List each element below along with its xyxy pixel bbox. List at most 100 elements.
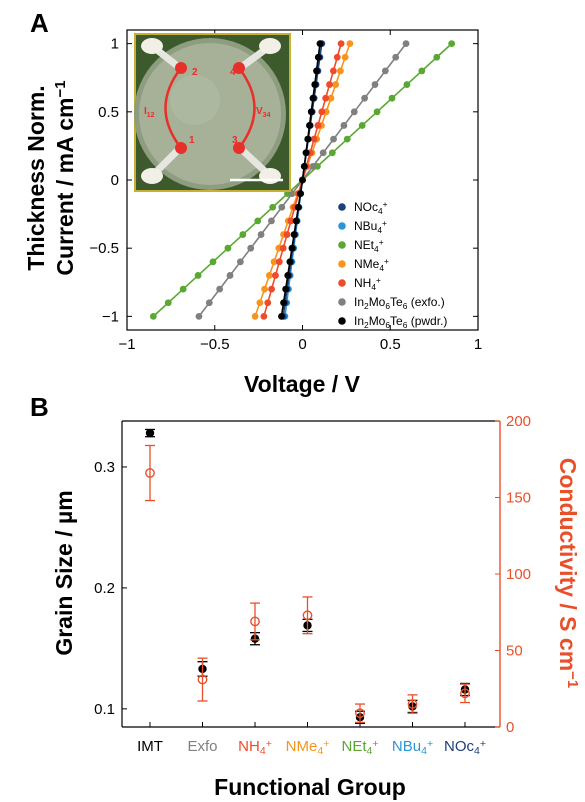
panel-a-ytick-label: 0.5 — [98, 104, 119, 121]
iv-point — [239, 231, 247, 238]
inset-voltage-label: V34 — [256, 106, 271, 119]
legend-entry-part: (exfo.) — [407, 295, 444, 309]
grain-size-point — [145, 428, 155, 438]
iv-point — [280, 299, 287, 307]
panel-a-xtick-label: −0.5 — [200, 336, 230, 353]
legend-entry-part: 6 — [385, 301, 390, 311]
iv-point — [433, 53, 441, 61]
iv-point — [265, 272, 273, 279]
iv-point — [205, 299, 213, 307]
legend-entry-part: NOc — [354, 200, 378, 214]
iv-point — [309, 94, 317, 102]
legend-entry: NBu4+ — [354, 218, 387, 235]
panel-a-ytick-label: −0.5 — [89, 240, 119, 257]
panel-a-ytick-label: −1 — [102, 308, 119, 325]
legend-entry-part: Mo — [369, 295, 386, 309]
panel-a-xtick-label: 0 — [298, 336, 306, 353]
iv-point — [216, 285, 224, 293]
legend-entry-part: 4 — [371, 282, 376, 292]
inset-voltage-label-base: V — [256, 106, 263, 117]
panel-a-legend: NOc4+NBu4+NEt4+NMe4+NH4+In2Mo6Te6 (exfo.… — [338, 199, 447, 330]
iv-point — [299, 176, 306, 184]
legend-entry-part: Te — [390, 295, 403, 309]
iv-point — [254, 217, 262, 225]
iv-point — [371, 81, 379, 88]
inset-probe-clip — [259, 168, 281, 184]
category-label: IMT — [137, 738, 163, 755]
inset-electrode-number: 4 — [230, 67, 236, 78]
iv-point — [326, 81, 333, 88]
iv-point — [149, 312, 157, 320]
legend-entry-part: NH — [354, 276, 371, 290]
category-label: NOc4+ — [444, 738, 486, 757]
iv-point — [314, 53, 322, 61]
category-label: Exfo — [187, 738, 217, 755]
inset-device-photo: 2 4 1 3 I12 V34 — [134, 33, 291, 192]
panel-b-y2tick-label: 50 — [506, 643, 523, 660]
iv-point — [332, 81, 340, 88]
iv-point — [302, 149, 310, 157]
legend-entry-part: NEt — [354, 238, 375, 252]
legend-entry: NMe4+ — [354, 256, 389, 273]
category-label-part: 4 — [474, 745, 480, 757]
iv-point — [282, 285, 290, 293]
legend-entry-part: NBu — [354, 219, 377, 233]
category-label-part: 4 — [421, 745, 427, 757]
iv-point — [195, 312, 203, 320]
legend-entry-part: 6 — [403, 320, 408, 330]
iv-point — [278, 203, 286, 211]
iv-point — [314, 122, 322, 129]
conductivity-point — [355, 708, 365, 719]
iv-point — [329, 67, 337, 75]
iv-point — [286, 258, 294, 266]
iv-point — [306, 122, 313, 129]
category-label-part: 4 — [317, 745, 323, 757]
iv-point — [343, 135, 351, 143]
legend-entry-part: + — [384, 256, 389, 266]
inset-current-arc — [164, 67, 182, 149]
panel-a-ylabel-line2-main: Current / mA cm — [52, 98, 78, 276]
panel-b-ytick-label: 0.2 — [94, 580, 115, 597]
conductivity-point — [302, 610, 313, 621]
iv-point — [260, 312, 268, 320]
inset-electrode — [233, 142, 245, 154]
legend-marker — [338, 317, 346, 325]
iv-point — [322, 94, 330, 102]
panel-b-y2label: Conductivity / S cm−1 — [555, 458, 581, 689]
iv-point — [287, 217, 295, 225]
panel-b-y2tick-label: 200 — [506, 413, 531, 430]
legend-entry-part: Mo — [369, 314, 386, 328]
panel-a-ytick-label: 1 — [111, 36, 119, 53]
iv-point — [292, 217, 300, 225]
panel-b-ytick-label: 0.1 — [94, 701, 115, 718]
panel-a-xlabel: Voltage / V — [244, 371, 361, 397]
iv-point — [340, 122, 348, 129]
panel-a-ylabel-line2: Current / mA cm−1 — [52, 80, 78, 275]
iv-point — [402, 40, 410, 48]
iv-point — [381, 67, 389, 75]
category-label-part: NH — [238, 738, 260, 755]
iv-point — [309, 162, 317, 170]
legend-entry-part: 2 — [364, 301, 369, 311]
iv-point — [179, 285, 187, 293]
legend-entry: NOc4+ — [354, 199, 388, 216]
legend-entry-part: + — [379, 237, 384, 247]
iv-point — [279, 244, 287, 252]
legend-entry-part: + — [383, 199, 388, 209]
inset-probe-clip — [141, 38, 163, 54]
inset-electrode — [175, 62, 187, 74]
category-label-part: + — [427, 738, 433, 750]
panel-a-xtick-label: 1 — [474, 336, 482, 353]
inset-pellet-highlight — [170, 75, 220, 125]
panel-b-ylabel: Grain Size / µm — [51, 490, 77, 655]
panel-a-ylabel-sup: −1 — [52, 80, 69, 97]
legend-entry: In2Mo6Te6 (exfo.) — [354, 295, 445, 311]
legend-entry-part: 6 — [385, 320, 390, 330]
legend-marker — [338, 222, 346, 230]
iv-point — [294, 203, 302, 211]
iv-point — [403, 81, 411, 88]
category-label-part: Exfo — [187, 738, 217, 755]
iv-point — [257, 231, 265, 238]
panel-a-label: A — [30, 8, 49, 38]
legend-entry: In2Mo6Te6 (pwdr.) — [354, 314, 447, 330]
